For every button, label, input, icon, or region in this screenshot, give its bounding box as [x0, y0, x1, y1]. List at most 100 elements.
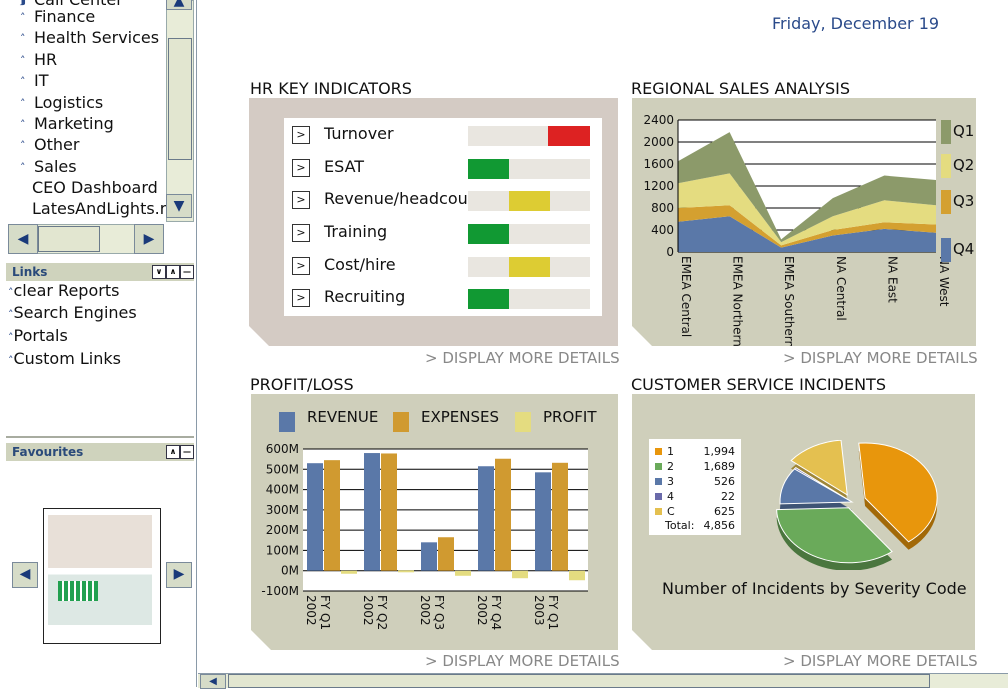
link-portals[interactable]: ˄Portals — [8, 326, 68, 345]
indicator-fill — [509, 191, 550, 211]
hr-row-esat[interactable]: > ESAT — [292, 157, 602, 181]
legend-value: 1,994 — [703, 445, 736, 458]
tree-item-ceo-dashboard[interactable]: CEO Dashboard — [32, 178, 158, 197]
indicator-fill — [468, 289, 509, 309]
links-divider — [6, 436, 194, 438]
tree-scroll-thumb[interactable] — [168, 38, 192, 160]
chevron-up-icon: ˄ — [8, 331, 14, 344]
bar-revenue — [364, 453, 380, 571]
pie-slice-c — [790, 440, 848, 496]
tree-scroll-left-button[interactable]: ◀ — [8, 224, 38, 254]
tree-item-hr[interactable]: ˄ HR — [20, 50, 58, 69]
expand-arrow-icon[interactable]: > — [292, 289, 310, 307]
legend-swatch — [515, 412, 531, 432]
legend-swatch — [941, 154, 951, 178]
tree-item-latesandlights[interactable]: LatesAndLights.rp — [32, 199, 166, 218]
link-search-engines[interactable]: ˄Search Engines — [8, 303, 137, 322]
hr-row-cost-hire[interactable]: > Cost/hire — [292, 255, 602, 279]
sales-card-notch — [632, 326, 652, 346]
legend-swatch — [941, 120, 951, 144]
left-navigation-panel: ⮭Call Center ˄Finance ˄Health Services ˄… — [0, 0, 197, 687]
minimize-icon[interactable]: — — [180, 265, 194, 279]
chevron-right-icon: ▶ — [173, 566, 185, 582]
link-custom-links[interactable]: ˄Custom Links — [8, 349, 121, 368]
tree-item-logistics[interactable]: ˄ Logistics — [20, 93, 104, 112]
profit-more-details-link[interactable]: > DISPLAY MORE DETAILS — [425, 652, 620, 670]
legend-label: Q3 — [953, 192, 974, 210]
incidents-caption: Number of Incidents by Severity Code — [662, 579, 967, 598]
favourites-prev-button[interactable]: ◀ — [12, 562, 38, 588]
main-hscroll-thumb[interactable] — [228, 674, 930, 688]
bar-profit — [569, 570, 585, 581]
hr-indicators-list: > Turnover > ESAT > Revenue/headcount > … — [284, 118, 602, 316]
hr-row-turnover[interactable]: > Turnover — [292, 124, 602, 148]
hr-card-notch — [249, 326, 269, 346]
legend-label: REVENUE — [307, 408, 378, 426]
expand-arrow-icon[interactable]: > — [292, 126, 310, 144]
bar-expenses — [552, 462, 568, 571]
x-tick-label: FY Q3 — [432, 595, 446, 630]
y-tick-label: 600M — [266, 442, 299, 456]
legend-value: 22 — [721, 490, 735, 503]
legend-label: 4 — [667, 490, 674, 503]
x-tick-label: EMEA Northern — [731, 256, 745, 346]
y-tick-label: 1600 — [643, 157, 674, 171]
area-series-q2 — [678, 173, 936, 246]
bar-expenses — [381, 453, 397, 571]
x-tick-label: 2002 — [361, 595, 375, 626]
x-tick-label: 2002 — [418, 595, 432, 626]
hr-row-revenue-headcount[interactable]: > Revenue/headcount — [292, 189, 602, 213]
incidents-section-title: CUSTOMER SERVICE INCIDENTS — [631, 375, 886, 394]
tree-scroll-up-button[interactable]: ▲ — [166, 0, 192, 10]
hr-row-recruiting[interactable]: > Recruiting — [292, 287, 602, 311]
thumbnail-preview-bars — [58, 581, 98, 601]
hr-row-training[interactable]: > Training — [292, 222, 602, 246]
collapse-icon[interactable]: ∧ — [166, 445, 180, 459]
tree-item-marketing[interactable]: ˄ Marketing — [20, 114, 114, 133]
link-clear-reports[interactable]: ˄clear Reports — [8, 281, 120, 300]
indicator-bar — [468, 224, 590, 244]
tree-scroll-right-button[interactable]: ▶ — [134, 224, 164, 254]
y-tick-label: 200M — [266, 523, 299, 537]
hr-more-details-link[interactable]: > DISPLAY MORE DETAILS — [425, 349, 620, 367]
minimize-icon[interactable]: — — [180, 445, 194, 459]
y-tick-label: 500M — [266, 462, 299, 476]
y-tick-label: 1200 — [643, 179, 674, 193]
indicator-fill — [468, 159, 509, 179]
incidents-total-row: Total: 4,856 — [665, 519, 739, 532]
expand-arrow-icon[interactable]: > — [292, 191, 310, 209]
tree-item-call-center[interactable]: ⮭Call Center — [20, 0, 123, 9]
bar-expenses — [324, 460, 340, 571]
indicator-bar — [468, 126, 590, 146]
tree-item-other[interactable]: ˄ Other — [20, 135, 80, 154]
indicator-fill — [548, 126, 590, 146]
collapse-icon[interactable]: ∧ — [166, 265, 180, 279]
y-tick-label: 2000 — [643, 135, 674, 149]
legend-swatch — [941, 238, 951, 262]
tree-item-health-services[interactable]: ˄ Health Services — [20, 28, 160, 47]
chevron-up-icon: ˄ — [20, 161, 26, 174]
legend-row-2: 2 1,689 — [653, 460, 737, 474]
tree-scroll-down-button[interactable]: ▼ — [166, 194, 192, 218]
expand-arrow-icon[interactable]: > — [292, 159, 310, 177]
legend-swatch — [655, 508, 662, 515]
bar-expenses — [495, 458, 511, 571]
links-panel-title: Links — [12, 265, 48, 279]
expand-icon[interactable]: ∨ — [152, 265, 166, 279]
expand-arrow-icon[interactable]: > — [292, 257, 310, 275]
chevron-up-icon: ˄ — [20, 32, 26, 45]
sales-more-details-link[interactable]: > DISPLAY MORE DETAILS — [783, 349, 978, 367]
tree-item-finance[interactable]: ˄ Finance — [20, 7, 96, 26]
profit-section-title: PROFIT/LOSS — [250, 375, 354, 394]
tree-item-sales[interactable]: ˄ Sales — [20, 157, 77, 176]
chevron-up-icon: ˄ — [20, 118, 26, 131]
tree-hscroll-thumb[interactable] — [38, 226, 100, 252]
chevron-up-icon: ˄ — [20, 139, 26, 152]
favourites-next-button[interactable]: ▶ — [166, 562, 192, 588]
expand-arrow-icon[interactable]: > — [292, 224, 310, 242]
legend-swatch — [941, 190, 951, 214]
tree-item-it[interactable]: ˄ IT — [20, 71, 49, 90]
incidents-more-details-link[interactable]: > DISPLAY MORE DETAILS — [783, 652, 978, 670]
favourites-thumbnail[interactable] — [43, 508, 161, 644]
chevron-up-icon: ˄ — [8, 354, 14, 367]
